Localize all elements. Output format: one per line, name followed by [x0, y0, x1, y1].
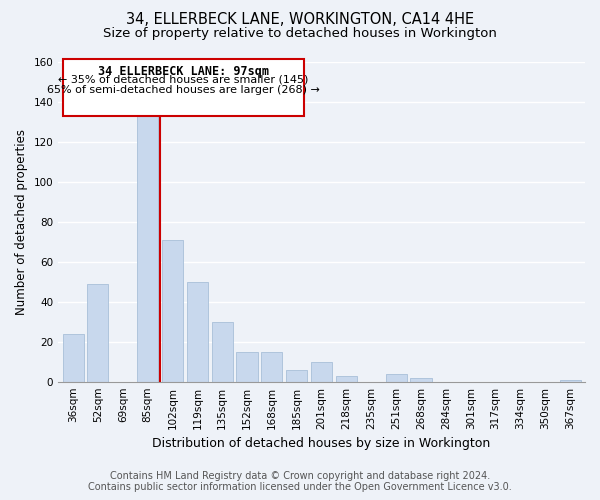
X-axis label: Distribution of detached houses by size in Workington: Distribution of detached houses by size …	[152, 437, 491, 450]
Bar	[62, 334, 83, 382]
Bar	[311, 362, 332, 382]
Bar	[560, 380, 581, 382]
Bar	[162, 240, 183, 382]
Bar	[212, 322, 233, 382]
Text: Contains public sector information licensed under the Open Government Licence v3: Contains public sector information licen…	[88, 482, 512, 492]
Bar	[262, 352, 283, 382]
Y-axis label: Number of detached properties: Number of detached properties	[15, 128, 28, 314]
Bar	[386, 374, 407, 382]
Text: Size of property relative to detached houses in Workington: Size of property relative to detached ho…	[103, 28, 497, 40]
FancyBboxPatch shape	[63, 60, 304, 116]
Text: 34, ELLERBECK LANE, WORKINGTON, CA14 4HE: 34, ELLERBECK LANE, WORKINGTON, CA14 4HE	[126, 12, 474, 28]
Bar	[410, 378, 431, 382]
Bar	[88, 284, 109, 382]
Text: 65% of semi-detached houses are larger (268) →: 65% of semi-detached houses are larger (…	[47, 84, 320, 94]
Text: Contains HM Land Registry data © Crown copyright and database right 2024.: Contains HM Land Registry data © Crown c…	[110, 471, 490, 481]
Bar	[336, 376, 357, 382]
Bar	[187, 282, 208, 382]
Bar	[236, 352, 257, 382]
Text: 34 ELLERBECK LANE: 97sqm: 34 ELLERBECK LANE: 97sqm	[98, 64, 269, 78]
Text: ← 35% of detached houses are smaller (145): ← 35% of detached houses are smaller (14…	[58, 74, 309, 85]
Bar	[286, 370, 307, 382]
Bar	[137, 116, 158, 382]
